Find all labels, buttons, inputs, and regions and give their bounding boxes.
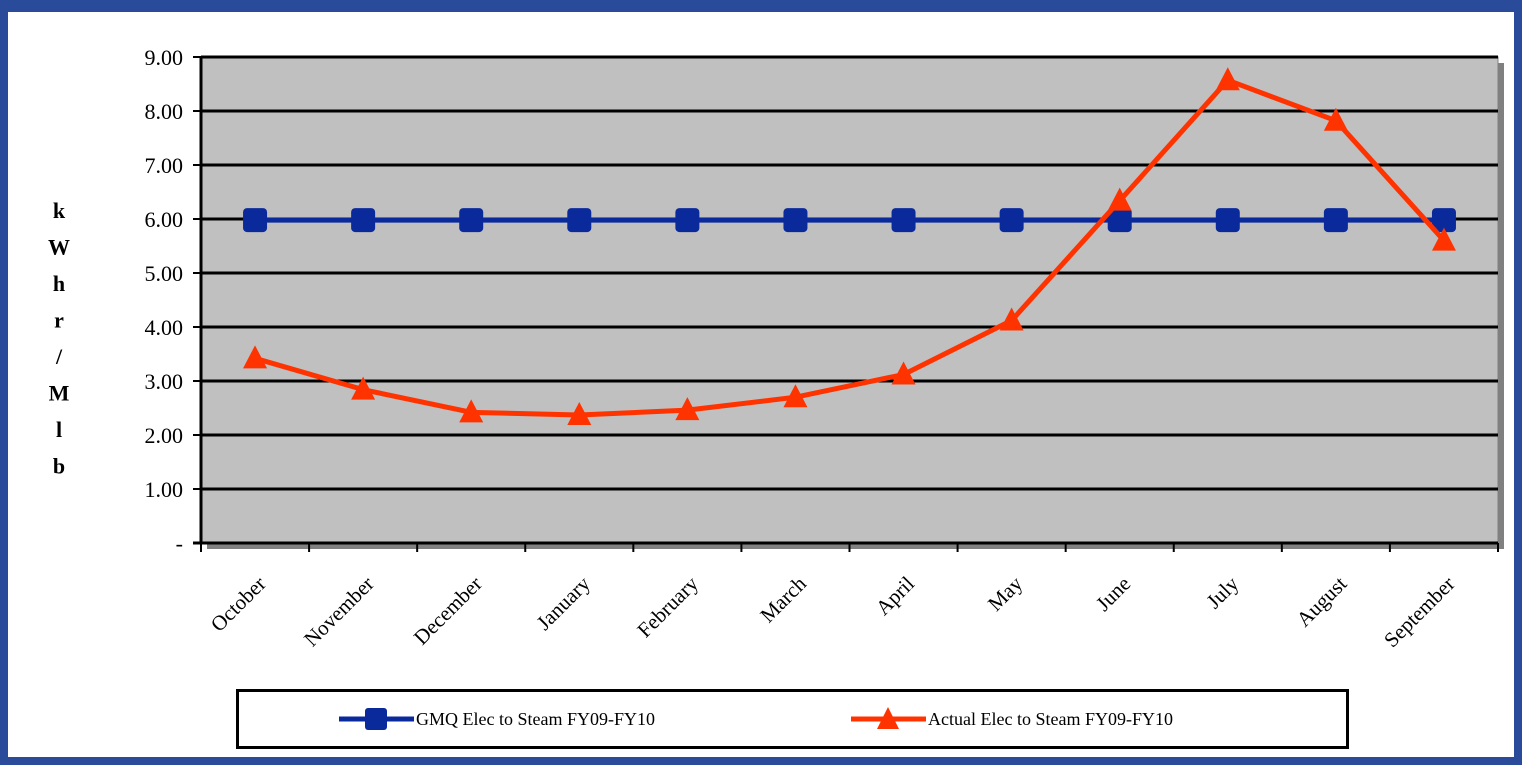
y-axis-title-char-5: M <box>49 381 70 406</box>
legend-swatch-actual <box>851 707 926 729</box>
chart-frame: - 1.00 2.00 3.00 4.00 5.00 6.00 7.00 8.00 9.00 Oct… <box>8 12 1514 757</box>
y-axis-title-char-0: k <box>53 198 66 223</box>
x-tick-label-july: July <box>1202 571 1244 613</box>
series-0-point-march <box>783 208 808 233</box>
x-tick-label-february: February <box>632 571 703 642</box>
legend-label-actual: Actual Elec to Steam FY09-FY10 <box>928 708 1173 729</box>
series-0-point-august <box>1323 208 1348 233</box>
series-1-point-june <box>1107 187 1132 211</box>
series-1-point-may <box>999 307 1024 331</box>
series-1-point-november <box>351 376 376 400</box>
legend-swatch-gmq-marker <box>365 708 387 730</box>
series-1-point-august <box>1323 107 1348 131</box>
series-0-point-july <box>1215 208 1240 233</box>
series-0-point-september <box>1431 208 1456 233</box>
series-0-point-january <box>567 208 592 233</box>
x-tick-label-september: September <box>1379 572 1459 652</box>
x-tick-label-april: April <box>871 571 919 619</box>
legend-label-gmq: GMQ Elec to Steam FY09-FY10 <box>416 708 655 729</box>
x-tick-label-august: August <box>1292 571 1352 631</box>
x-tick-label-december: December <box>409 572 487 650</box>
series-0-point-june <box>1107 208 1132 233</box>
series-1-point-december <box>459 399 484 423</box>
y-tick-label-8: 8.00 <box>145 99 184 124</box>
y-axis-title-char-6: l <box>56 417 62 442</box>
series-0-point-december <box>459 208 484 233</box>
x-tick-label-november: November <box>299 572 379 652</box>
y-axis-title-char-7: b <box>53 454 65 479</box>
series-1-point-october <box>243 345 268 369</box>
y-axis-title-char-3: r <box>54 308 64 333</box>
x-tick-label-january: January <box>532 571 596 635</box>
x-tick-label-october: October <box>206 572 271 637</box>
series-1-point-april <box>891 361 916 385</box>
y-tick-label-3: 3.00 <box>145 369 184 394</box>
x-tick-label-june: June <box>1091 572 1135 616</box>
x-tick-label-may: May <box>983 571 1028 616</box>
series-1-point-february <box>675 397 700 421</box>
y-axis-title-char-4: / <box>55 344 63 369</box>
y-tick-label-7: 7.00 <box>145 153 184 178</box>
y-axis-title-char-2: h <box>53 271 65 296</box>
legend-item-gmq: GMQ Elec to Steam FY09-FY10 <box>339 692 655 746</box>
series-0-point-may <box>999 208 1024 233</box>
series-0-point-april <box>891 208 916 233</box>
y-tick-label-2: 2.00 <box>145 423 184 448</box>
series-line-1 <box>254 77 1446 418</box>
y-axis-title-char-1: W <box>48 235 70 260</box>
y-tick-label-1: 1.00 <box>145 477 184 502</box>
legend-swatch-actual-marker <box>877 707 899 729</box>
x-tick-label-march: March <box>755 571 811 627</box>
series-1-point-july <box>1215 67 1240 91</box>
plot-area <box>200 56 1499 544</box>
legend: GMQ Elec to Steam FY09-FY10 Actual Elec … <box>236 689 1349 749</box>
series-1-point-march <box>783 384 808 408</box>
legend-swatch-gmq <box>339 708 414 730</box>
y-tick-label-4: 4.00 <box>145 315 184 340</box>
series-1-point-january <box>567 402 592 426</box>
line-chart: - 1.00 2.00 3.00 4.00 5.00 6.00 7.00 8.00 9.00 Oct… <box>48 45 1504 652</box>
y-tick-label-6: 6.00 <box>145 207 184 232</box>
series-0-point-october <box>243 208 268 233</box>
y-tick-label-5: 5.00 <box>145 261 184 286</box>
series-0-point-november <box>351 208 376 233</box>
series-0-point-february <box>675 208 700 233</box>
y-tick-label-9: 9.00 <box>145 45 184 70</box>
series-1-point-september <box>1431 227 1456 251</box>
y-tick-label-0: - <box>176 531 183 556</box>
legend-item-actual: Actual Elec to Steam FY09-FY10 <box>851 692 1173 746</box>
